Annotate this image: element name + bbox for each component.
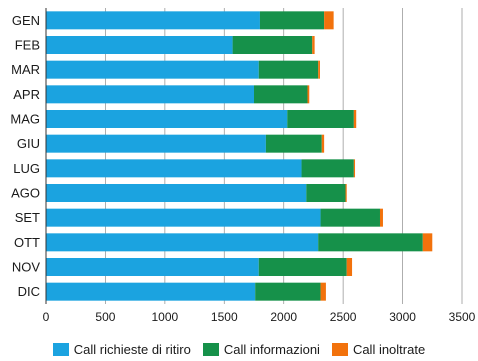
legend-swatch-inoltrate (331, 342, 348, 356)
x-tick-label: 1000 (152, 310, 179, 324)
x-tick-label: 1500 (211, 310, 238, 324)
bar-ott-call-richieste-di-ritiro (46, 233, 319, 252)
category-label-dic: DIC (18, 284, 40, 299)
bar-ott-call-informazioni (318, 233, 423, 252)
bars (46, 11, 433, 301)
bar-mar-call-informazioni (258, 60, 319, 79)
x-tick-label: 0 (43, 310, 50, 324)
bar-feb-call-inoltrate (312, 36, 315, 54)
legend-swatch-ritiro (52, 342, 69, 356)
bar-nov-call-inoltrate (346, 258, 353, 276)
bar-mar-call-richieste-di-ritiro (46, 60, 259, 79)
legend: Call richieste di ritiro Call informazio… (0, 339, 478, 359)
bar-mag-call-richieste-di-ritiro (46, 110, 288, 128)
category-label-mag: MAG (10, 112, 40, 127)
bar-set-call-inoltrate (379, 208, 383, 227)
bar-apr-call-inoltrate (307, 85, 310, 104)
category-label-ago: AGO (11, 186, 40, 201)
bar-giu-call-informazioni (265, 134, 322, 153)
category-label-apr: APR (13, 87, 40, 102)
category-label-mar: MAR (11, 62, 40, 77)
bar-feb-call-richieste-di-ritiro (46, 36, 233, 54)
stacked-bar-chart: GEN FEB MAR APR MAG GIU LUG AGO SET OTT NOV DIC 0 50… (10, 8, 476, 324)
legend-item-inoltrate: Call inoltrate (331, 341, 426, 357)
bar-ago-call-inoltrate (345, 184, 347, 202)
bar-set-call-informazioni (320, 208, 380, 227)
bar-apr-call-richieste-di-ritiro (46, 85, 254, 104)
bar-feb-call-informazioni (232, 36, 313, 54)
bar-lug-call-inoltrate (353, 159, 356, 178)
legend-swatch-informazioni (202, 342, 219, 356)
bar-lug-call-richieste-di-ritiro (46, 159, 302, 178)
x-tick-labels: 0 500 1000 1500 2000 2500 3000 3500 (43, 310, 476, 324)
bar-ago-call-informazioni (306, 184, 346, 202)
bar-nov-call-informazioni (258, 258, 347, 276)
category-label-lug: LUG (13, 161, 40, 176)
x-tick-label: 3000 (389, 310, 416, 324)
bar-dic-call-inoltrate (320, 282, 326, 301)
bar-gen-call-richieste-di-ritiro (46, 11, 260, 30)
bar-dic-call-informazioni (255, 282, 321, 301)
bar-apr-call-informazioni (254, 85, 308, 104)
grid-lines (105, 8, 463, 304)
bar-mag-call-inoltrate (353, 110, 357, 128)
bar-mar-call-inoltrate (318, 60, 320, 79)
legend-item-ritiro: Call richieste di ritiro (52, 341, 191, 357)
x-tick-label: 2500 (330, 310, 357, 324)
bar-gen-call-inoltrate (324, 11, 334, 30)
category-label-giu: GIU (17, 136, 40, 151)
category-label-feb: FEB (15, 38, 40, 53)
legend-item-informazioni: Call informazioni (202, 341, 320, 357)
category-label-set: SET (15, 210, 40, 225)
category-labels: GEN FEB MAR APR MAG GIU LUG AGO SET OTT NOV DIC (10, 13, 40, 299)
bar-set-call-richieste-di-ritiro (46, 208, 321, 227)
legend-label-informazioni: Call informazioni (223, 341, 320, 357)
legend-label-inoltrate: Call inoltrate (352, 341, 426, 357)
bar-ott-call-inoltrate (422, 233, 433, 252)
legend-label-ritiro: Call richieste di ritiro (73, 341, 191, 357)
bar-nov-call-richieste-di-ritiro (46, 258, 259, 276)
category-label-gen: GEN (12, 13, 40, 28)
bar-giu-call-richieste-di-ritiro (46, 134, 266, 153)
x-tick-label: 3500 (449, 310, 476, 324)
category-label-ott: OTT (14, 235, 40, 250)
bar-ago-call-richieste-di-ritiro (46, 184, 307, 202)
bar-gen-call-informazioni (259, 11, 325, 30)
x-tick-label: 2000 (270, 310, 297, 324)
x-tick-label: 500 (95, 310, 115, 324)
bar-mag-call-informazioni (287, 110, 354, 128)
category-label-nov: NOV (12, 260, 41, 275)
bar-giu-call-inoltrate (321, 134, 325, 153)
bar-dic-call-richieste-di-ritiro (46, 282, 256, 301)
bar-lug-call-informazioni (301, 159, 354, 178)
